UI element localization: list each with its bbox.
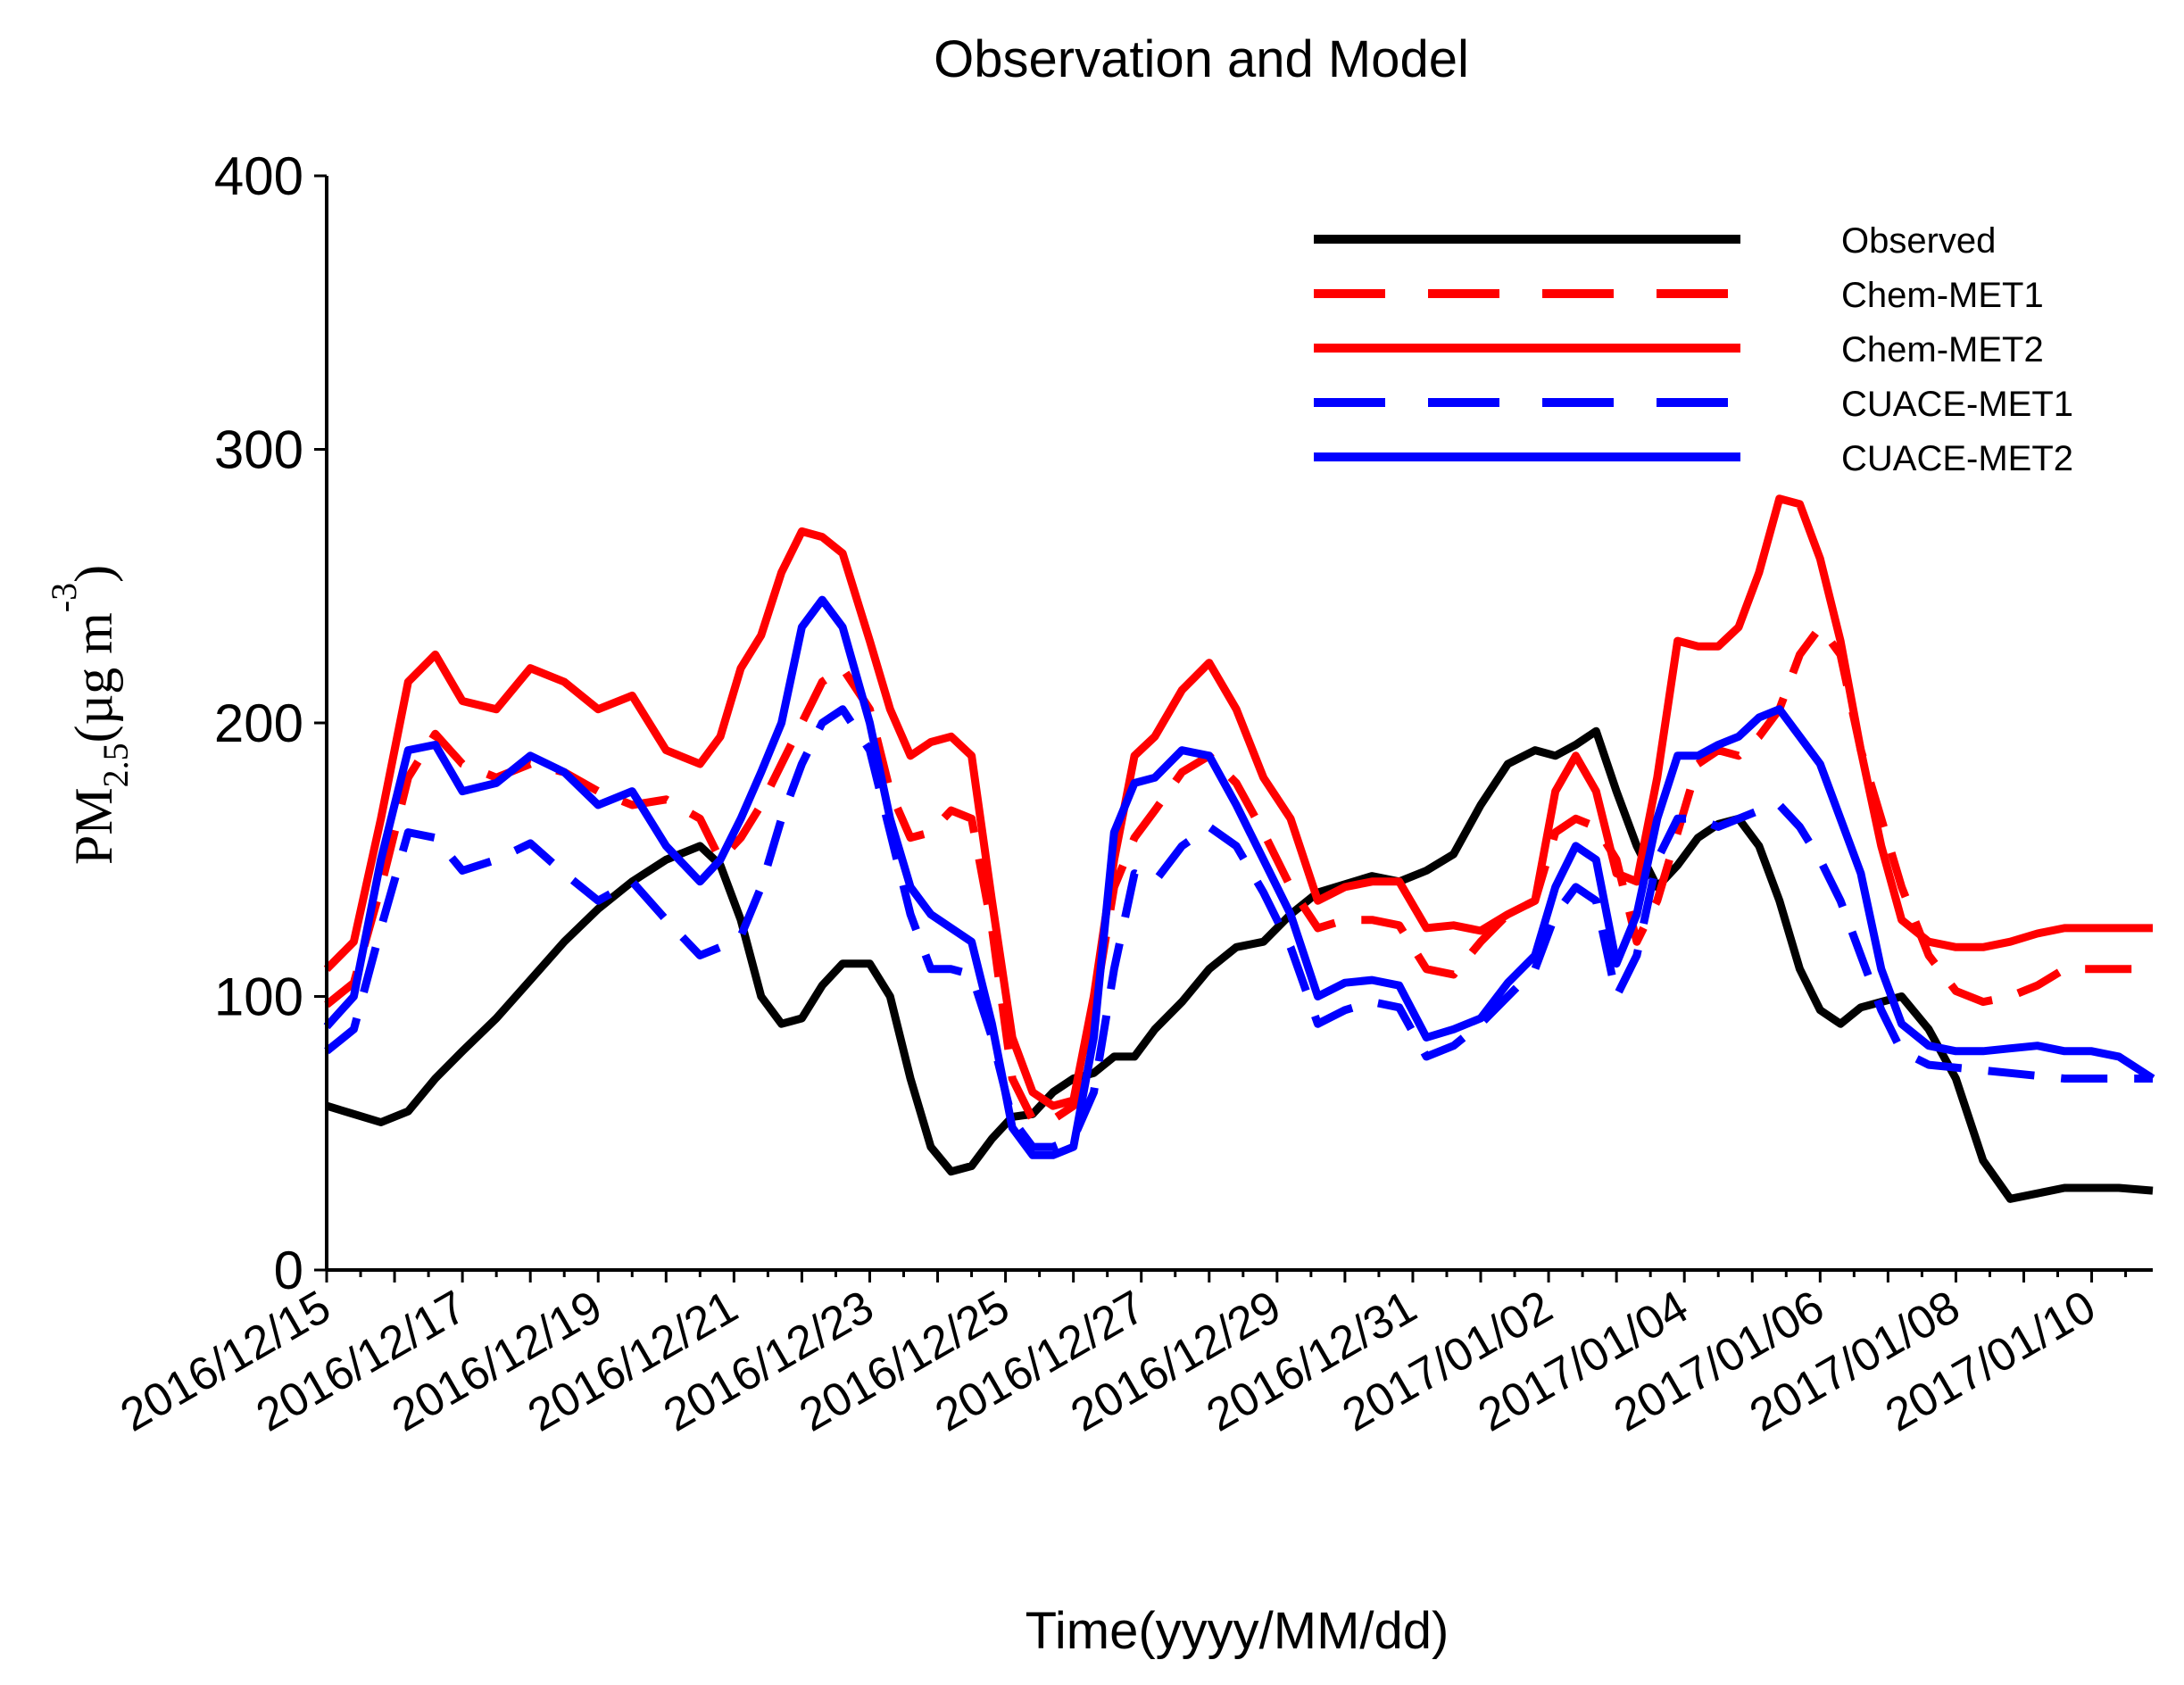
y-tick-label: 300: [214, 420, 303, 480]
y-axis-superscript: -3: [44, 583, 84, 612]
legend-label: Chem-MET1: [1841, 276, 2044, 315]
y-tick-label: 0: [274, 1241, 303, 1300]
legend-label: Chem-MET2: [1841, 330, 2044, 369]
y-axis-title: PM2.5(µg m-3): [44, 565, 136, 865]
series-line-cuace-met1: [324, 705, 2153, 1151]
ticks-layer: 01002003004002016/12/152016/12/172016/12…: [112, 146, 2128, 1442]
y-axis-unit: µg m: [64, 612, 123, 725]
svg-text:PM2.5(µg m-3): PM2.5(µg m-3): [44, 565, 136, 865]
y-axis-close-paren: ): [64, 565, 123, 583]
y-tick-label: 100: [214, 967, 303, 1027]
y-axis-open-paren: (: [64, 725, 123, 743]
series-line-cuace-met2: [323, 595, 2155, 1159]
x-axis-title: Time(yyyy/MM/dd): [1026, 1602, 1449, 1660]
series-line-chem-met1: [324, 623, 2153, 1124]
axes-layer: [325, 176, 2153, 1272]
y-axis-base: PM: [64, 787, 123, 865]
y-tick-label: 400: [214, 146, 303, 206]
series-line-observed: [325, 726, 2154, 1203]
legend-label: Observed: [1841, 221, 1996, 261]
y-tick-label: 200: [214, 693, 303, 753]
legend: Observed Chem-MET1 Chem-MET2 CUACE-MET1 CUAC…: [1314, 221, 2073, 478]
chart-title: Observation and Model: [934, 30, 1469, 88]
series-layer: [323, 494, 2155, 1203]
y-axis-subscript: 2.5: [95, 743, 136, 787]
legend-label: CUACE-MET2: [1841, 439, 2073, 478]
legend-label: CUACE-MET1: [1841, 385, 2073, 424]
series-line-chem-met2: [323, 494, 2153, 1110]
